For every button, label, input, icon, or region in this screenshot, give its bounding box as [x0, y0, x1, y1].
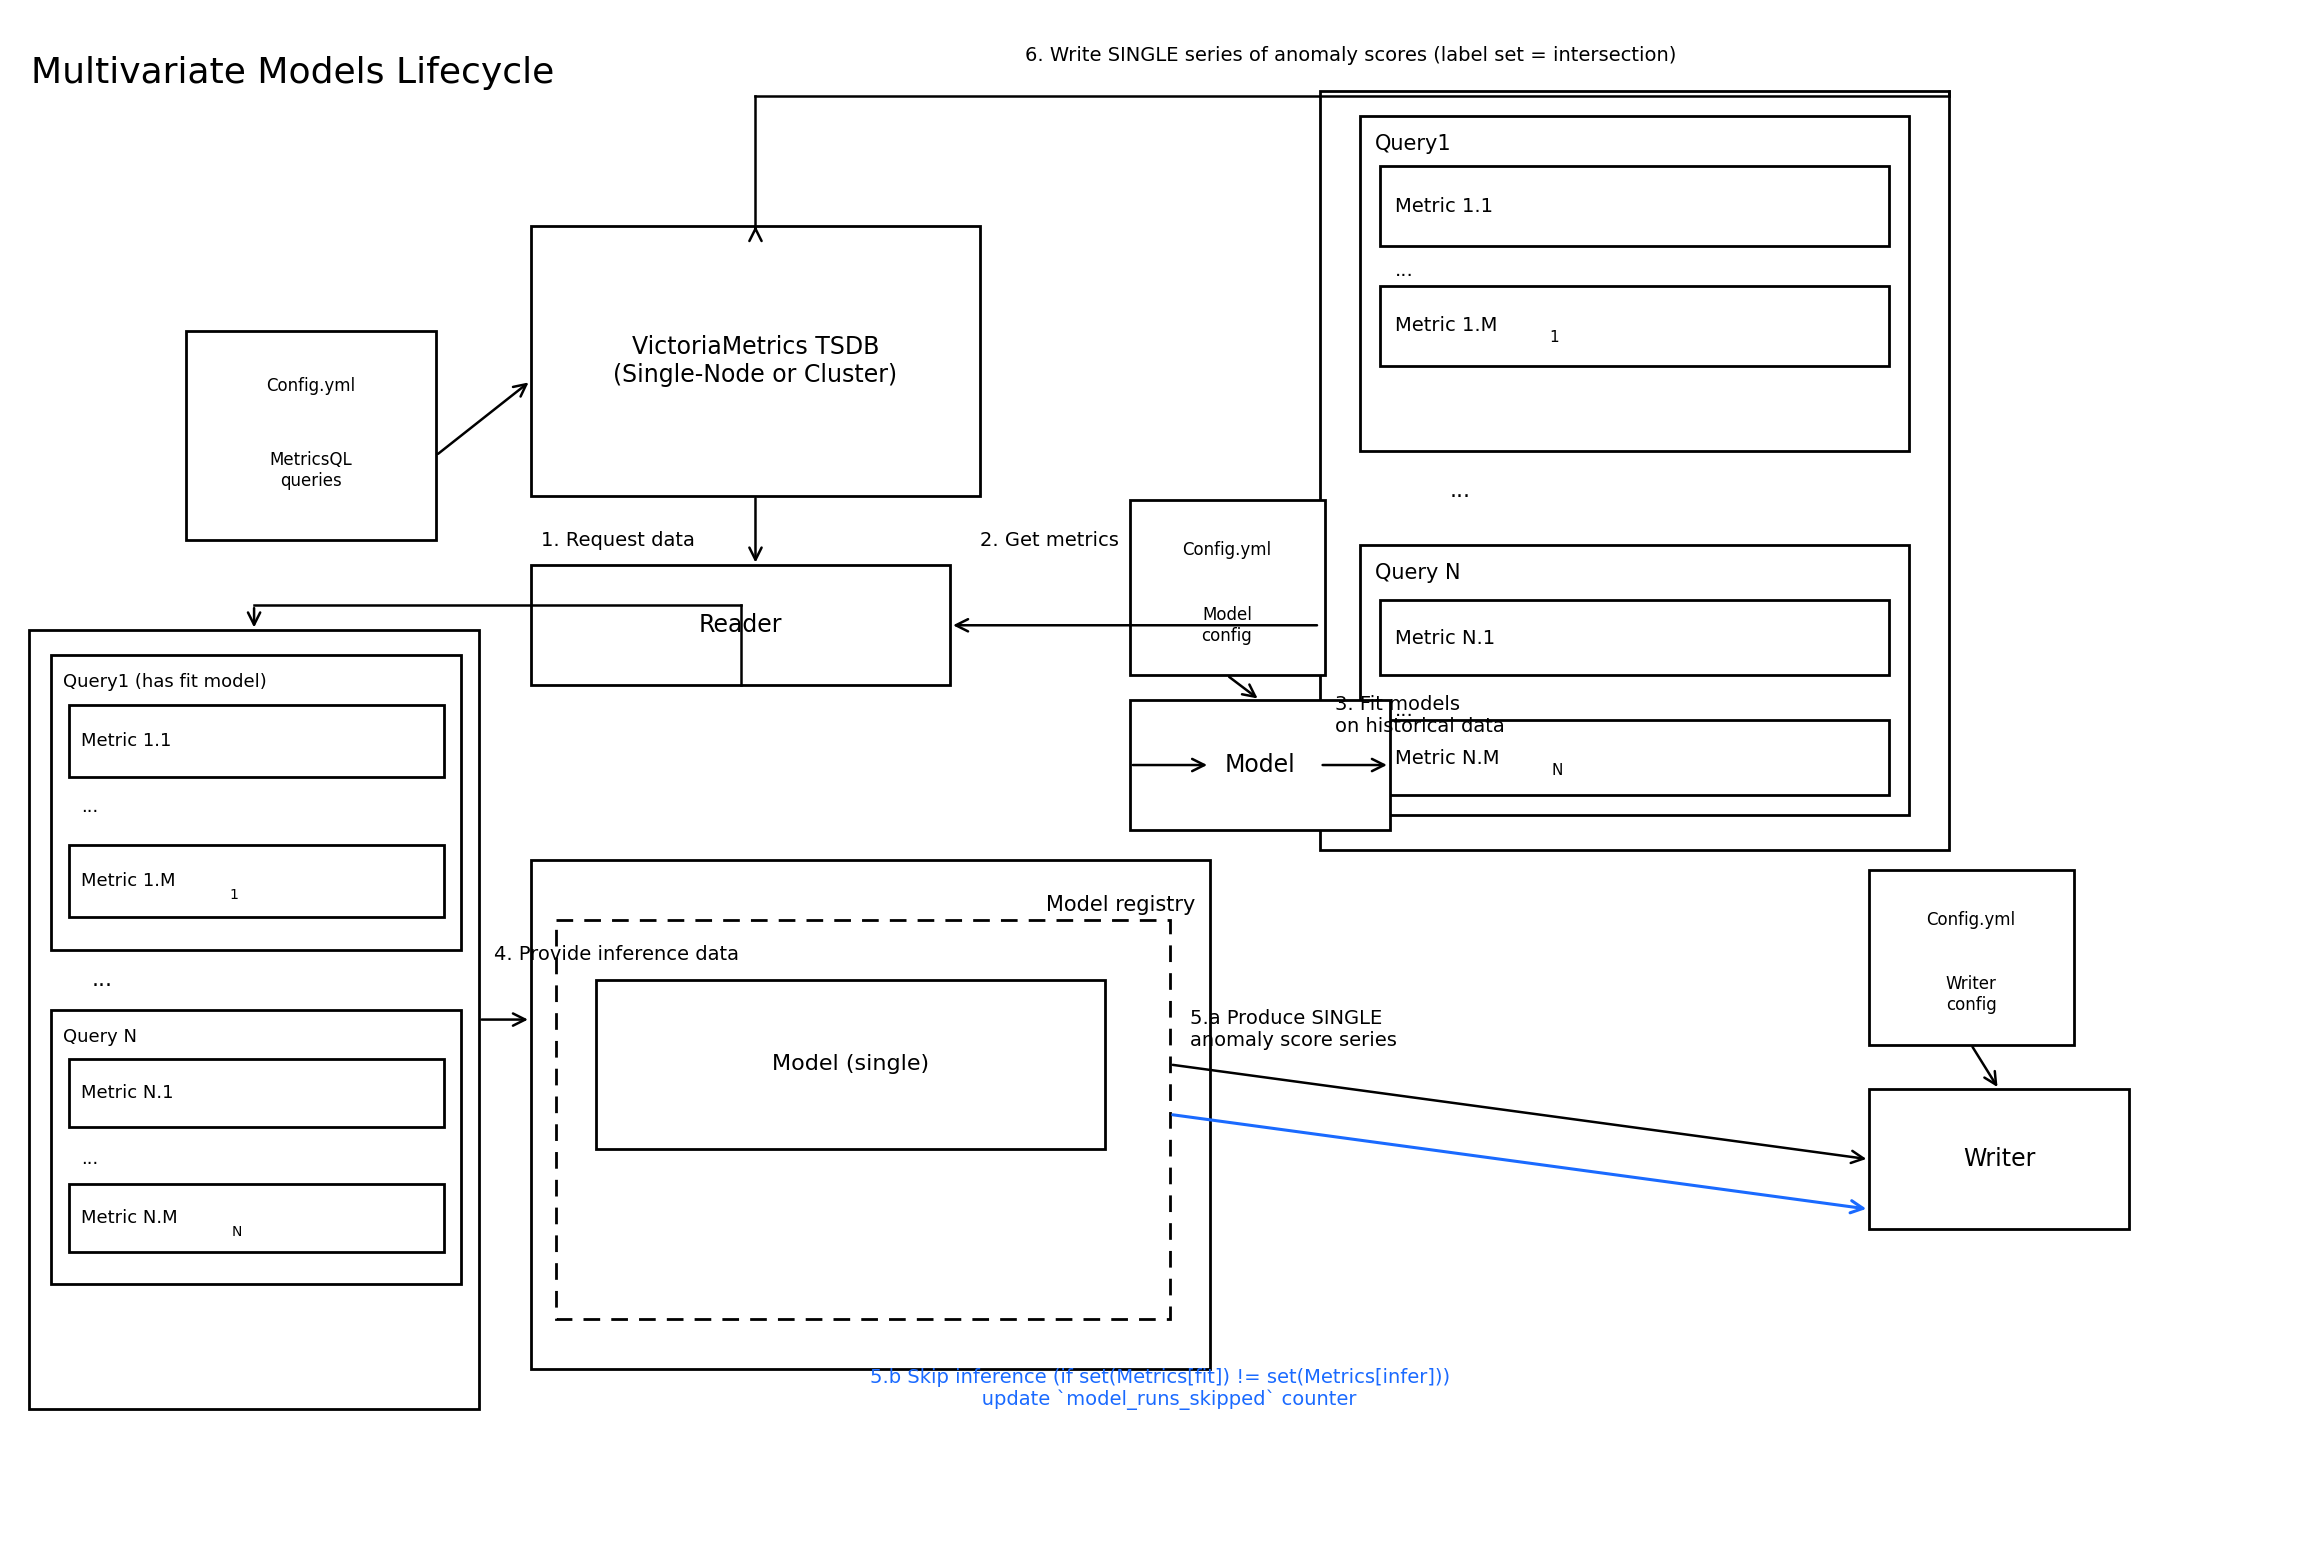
Text: Metric 1.1: Metric 1.1 [1395, 196, 1492, 215]
Bar [555, 920, 1170, 1319]
Bar [1131, 500, 1325, 676]
Bar [1360, 117, 1908, 450]
Text: ...: ... [81, 1151, 99, 1168]
Text: Config.yml: Config.yml [266, 377, 356, 395]
Bar [1131, 701, 1390, 830]
Bar [30, 631, 479, 1409]
Text: 5.b Skip inference (if set(Metrics[fit]) != set(Metrics[infer]))
   update `mode: 5.b Skip inference (if set(Metrics[fit])… [870, 1367, 1450, 1411]
Bar [530, 565, 951, 685]
Text: 4. Provide inference data: 4. Provide inference data [493, 945, 738, 964]
Text: 3. Fit models
on historical data: 3. Fit models on historical data [1335, 694, 1503, 735]
Bar [1869, 1090, 2128, 1228]
Text: Query1: Query1 [1374, 134, 1450, 154]
Text: Writer
config: Writer config [1945, 975, 1996, 1014]
Text: Reader: Reader [699, 613, 782, 637]
Text: 6. Write SINGLE series of anomaly scores (label set = intersection): 6. Write SINGLE series of anomaly scores… [1025, 47, 1677, 65]
Text: 1: 1 [1550, 330, 1559, 346]
Text: N: N [1552, 763, 1564, 777]
Text: VictoriaMetrics TSDB
(Single-Node or Cluster): VictoriaMetrics TSDB (Single-Node or Clu… [613, 335, 897, 386]
Text: Metric 1.M: Metric 1.M [1395, 316, 1497, 335]
Bar [1360, 545, 1908, 814]
Bar [597, 979, 1106, 1149]
Bar [51, 655, 460, 950]
Bar [530, 226, 981, 495]
Text: MetricsQL
queries: MetricsQL queries [271, 452, 352, 490]
Text: Config.yml: Config.yml [1182, 542, 1272, 559]
Text: Config.yml: Config.yml [1927, 911, 2015, 928]
Bar [1381, 167, 1890, 246]
Bar [1381, 286, 1890, 366]
Text: ...: ... [1395, 262, 1413, 280]
Text: Metric 1.1: Metric 1.1 [81, 732, 171, 750]
Bar [51, 1009, 460, 1285]
Bar [185, 330, 435, 540]
Text: Metric 1.M: Metric 1.M [81, 872, 176, 889]
Bar [1321, 92, 1950, 850]
Text: ...: ... [81, 797, 99, 816]
Bar [69, 1185, 444, 1252]
Text: 5.a Produce SINGLE
anomaly score series: 5.a Produce SINGLE anomaly score series [1189, 1009, 1397, 1049]
Text: Metric N.M: Metric N.M [1395, 749, 1499, 768]
Text: 1: 1 [229, 887, 238, 902]
Bar [69, 845, 444, 917]
Text: Multivariate Models Lifecycle: Multivariate Models Lifecycle [32, 56, 555, 90]
Bar [69, 705, 444, 777]
Text: 1. Request data: 1. Request data [541, 531, 694, 550]
Bar [1381, 601, 1890, 676]
Text: ...: ... [90, 970, 113, 990]
Text: Model
config: Model config [1200, 606, 1251, 645]
Text: N: N [231, 1225, 243, 1239]
Text: Metric N.1: Metric N.1 [81, 1084, 173, 1102]
Text: ...: ... [1450, 481, 1471, 500]
Bar [69, 1059, 444, 1127]
Bar [530, 859, 1210, 1369]
Bar [1869, 870, 2075, 1045]
Text: 2. Get metrics: 2. Get metrics [981, 531, 1119, 550]
Text: Metric N.M: Metric N.M [81, 1210, 178, 1227]
Text: Model (single): Model (single) [773, 1054, 930, 1074]
Text: Query N: Query N [62, 1028, 136, 1046]
Text: ...: ... [1395, 701, 1413, 719]
Text: Model registry: Model registry [1045, 895, 1196, 916]
Text: Writer: Writer [1964, 1148, 2035, 1171]
Text: Query N: Query N [1374, 564, 1460, 584]
Text: Query1 (has fit model): Query1 (has fit model) [62, 673, 266, 691]
Bar [1381, 719, 1890, 796]
Text: Model: Model [1224, 754, 1295, 777]
Text: Metric N.1: Metric N.1 [1395, 629, 1494, 648]
